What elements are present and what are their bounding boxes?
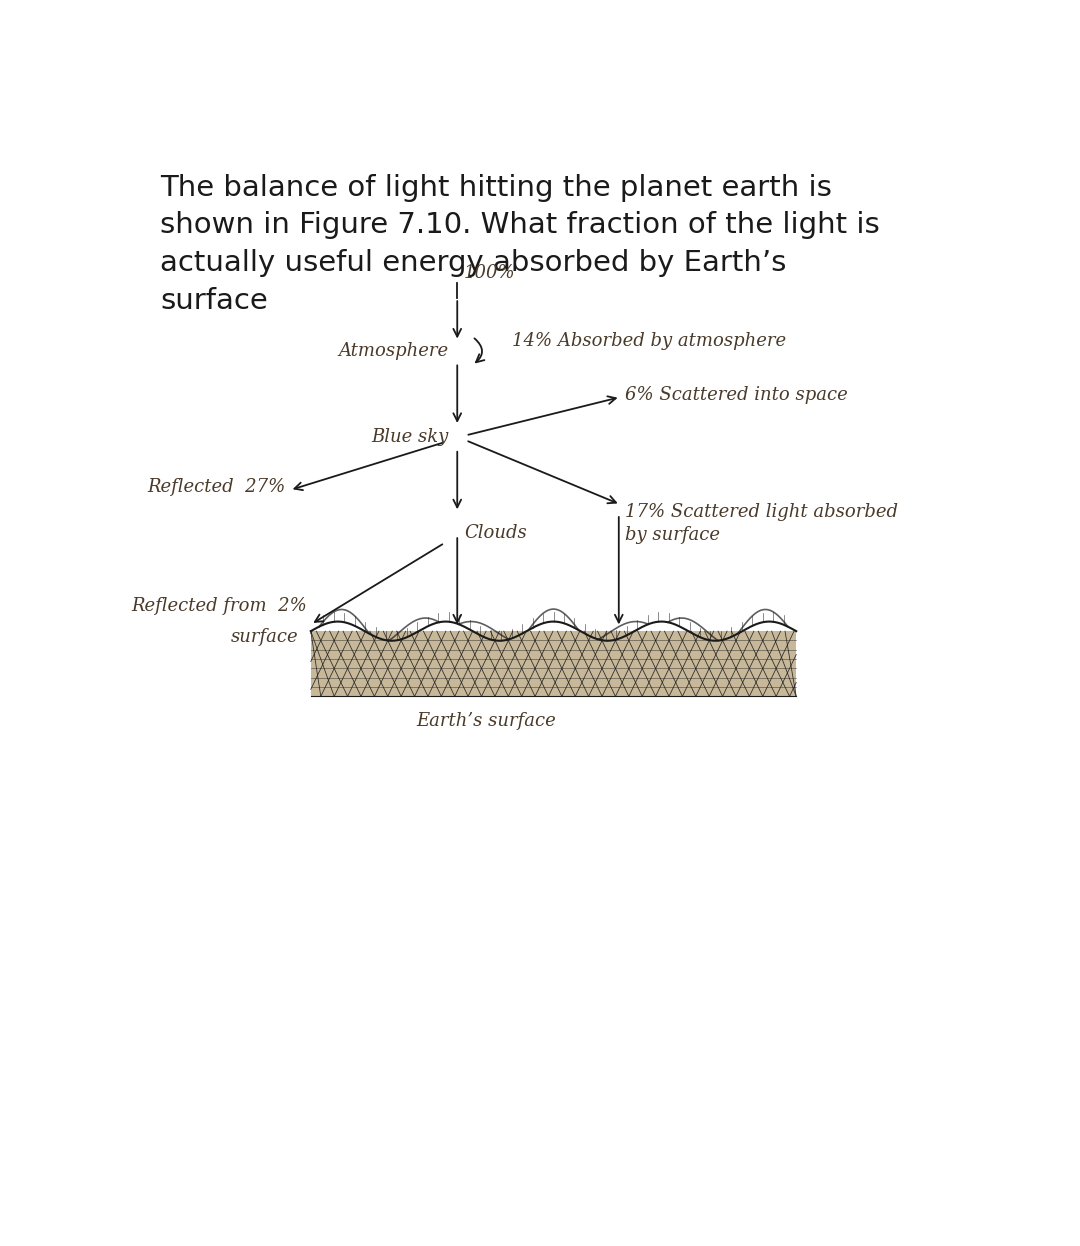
Text: surface: surface: [231, 628, 298, 647]
Bar: [311, 632, 796, 697]
Text: 14% Absorbed by atmosphere: 14% Absorbed by atmosphere: [512, 333, 786, 350]
Text: Reflected  27%: Reflected 27%: [147, 478, 285, 496]
Text: The balance of light hitting the planet earth is
shown in Figure 7.10. What frac: The balance of light hitting the planet …: [160, 173, 880, 315]
Text: 6% Scattered into space: 6% Scattered into space: [624, 386, 848, 404]
Text: 17% Scattered light absorbed
by surface: 17% Scattered light absorbed by surface: [624, 502, 897, 545]
Text: Reflected from  2%: Reflected from 2%: [131, 597, 307, 614]
Text: Earth’s surface: Earth’s surface: [417, 711, 556, 730]
Text: Atmosphere: Atmosphere: [339, 341, 449, 360]
FancyArrowPatch shape: [474, 339, 485, 363]
Text: 100%: 100%: [464, 264, 515, 282]
Text: Clouds: Clouds: [464, 523, 527, 542]
Text: Blue sky: Blue sky: [372, 429, 449, 446]
